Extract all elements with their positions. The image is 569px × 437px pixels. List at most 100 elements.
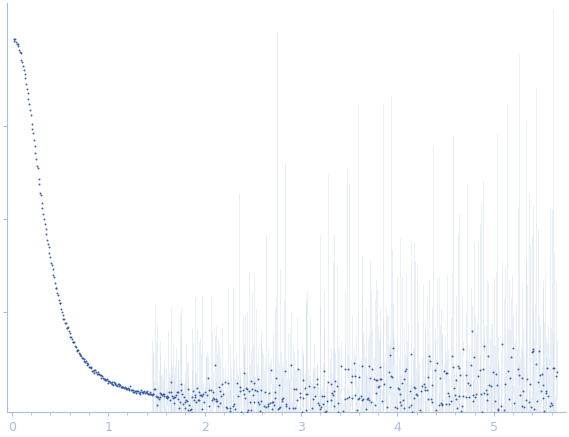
Point <box>357 362 366 369</box>
Point <box>34 175 43 182</box>
Point <box>411 391 420 398</box>
Point <box>352 410 361 417</box>
Point <box>80 356 89 363</box>
Point <box>17 56 26 63</box>
Point <box>231 419 240 426</box>
Point <box>145 388 154 395</box>
Point <box>315 432 324 437</box>
Point <box>125 385 134 392</box>
Point <box>477 409 486 416</box>
Point <box>398 380 407 387</box>
Point <box>349 433 358 437</box>
Point <box>31 149 40 156</box>
Point <box>13 41 22 48</box>
Point <box>418 383 427 390</box>
Point <box>106 380 116 387</box>
Point <box>213 397 222 404</box>
Point <box>516 410 525 417</box>
Point <box>349 360 358 367</box>
Point <box>353 395 362 402</box>
Point <box>314 402 323 409</box>
Point <box>202 411 211 418</box>
Point <box>143 390 152 397</box>
Point <box>162 394 171 401</box>
Point <box>427 398 436 405</box>
Point <box>277 429 286 436</box>
Point <box>261 388 270 395</box>
Point <box>307 414 316 421</box>
Point <box>82 360 91 367</box>
Point <box>267 406 276 413</box>
Point <box>87 365 96 372</box>
Point <box>339 407 348 414</box>
Point <box>306 422 315 429</box>
Point <box>391 418 401 425</box>
Point <box>479 365 488 372</box>
Point <box>26 112 35 119</box>
Point <box>192 385 201 392</box>
Point <box>369 412 378 419</box>
Point <box>275 382 284 388</box>
Point <box>9 35 18 42</box>
Point <box>334 409 343 416</box>
Point <box>523 419 533 426</box>
Point <box>68 339 77 346</box>
Point <box>71 343 80 350</box>
Point <box>226 405 235 412</box>
Point <box>443 370 452 377</box>
Point <box>35 189 44 196</box>
Point <box>422 434 431 437</box>
Point <box>159 392 168 399</box>
Point <box>340 395 349 402</box>
Point <box>401 365 410 372</box>
Point <box>75 350 84 357</box>
Point <box>493 405 502 412</box>
Point <box>262 425 271 432</box>
Point <box>192 399 201 406</box>
Point <box>356 392 365 399</box>
Point <box>531 361 540 368</box>
Point <box>361 412 370 419</box>
Point <box>37 199 46 206</box>
Point <box>546 402 555 409</box>
Point <box>217 381 226 388</box>
Point <box>32 163 42 170</box>
Point <box>432 407 441 414</box>
Point <box>538 381 547 388</box>
Point <box>311 393 320 400</box>
Point <box>298 377 307 384</box>
Point <box>107 380 116 387</box>
Point <box>461 371 470 378</box>
Point <box>220 413 229 420</box>
Point <box>160 391 169 398</box>
Point <box>81 357 90 364</box>
Point <box>116 383 125 390</box>
Point <box>109 381 118 388</box>
Point <box>430 410 439 417</box>
Point <box>479 390 488 397</box>
Point <box>502 425 512 432</box>
Point <box>36 191 46 198</box>
Point <box>455 364 464 371</box>
Point <box>304 383 314 390</box>
Point <box>450 385 459 392</box>
Point <box>310 383 319 390</box>
Point <box>347 372 356 379</box>
Point <box>133 388 142 395</box>
Point <box>444 401 453 408</box>
Point <box>111 380 120 387</box>
Point <box>79 354 88 361</box>
Point <box>409 425 418 432</box>
Point <box>318 393 327 400</box>
Point <box>521 397 530 404</box>
Point <box>329 402 338 409</box>
Point <box>393 423 402 430</box>
Point <box>170 399 179 406</box>
Point <box>431 367 440 374</box>
Point <box>471 393 480 400</box>
Point <box>248 385 257 392</box>
Point <box>481 386 490 393</box>
Point <box>423 396 432 403</box>
Point <box>328 390 337 397</box>
Point <box>43 241 52 248</box>
